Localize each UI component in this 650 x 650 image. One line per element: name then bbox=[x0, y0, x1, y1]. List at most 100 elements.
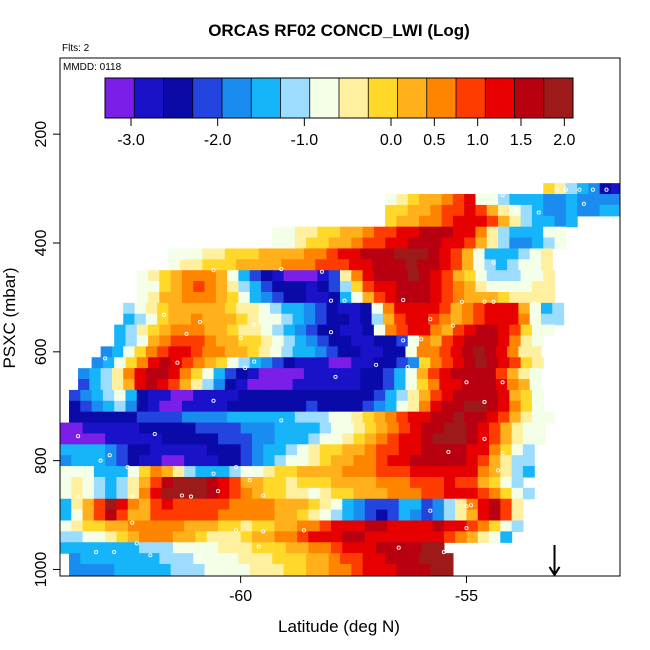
heatmap-cell bbox=[89, 379, 102, 391]
heatmap-cell bbox=[105, 520, 118, 532]
heatmap-cell bbox=[111, 368, 124, 380]
heatmap-cell bbox=[308, 520, 321, 532]
heatmap-cell bbox=[251, 498, 264, 511]
heatmap-cell bbox=[125, 564, 138, 576]
heatmap-cell bbox=[455, 466, 468, 478]
sample-marker bbox=[356, 298, 361, 303]
heatmap-cell bbox=[102, 357, 115, 369]
heatmap-cell bbox=[486, 281, 499, 293]
heatmap-cell bbox=[319, 520, 332, 532]
heatmap-cell bbox=[520, 194, 533, 206]
heatmap-cell bbox=[238, 281, 251, 293]
heatmap-cell bbox=[274, 498, 287, 511]
heatmap-cell bbox=[376, 422, 389, 435]
heatmap-cell bbox=[139, 466, 151, 478]
heatmap-cell bbox=[206, 531, 219, 543]
heatmap-cell bbox=[441, 389, 454, 402]
heatmap-cell bbox=[229, 498, 242, 511]
heatmap-cell bbox=[349, 302, 361, 315]
heatmap-cell bbox=[452, 194, 465, 206]
heatmap-cell bbox=[260, 291, 273, 304]
heatmap-cell bbox=[148, 564, 160, 576]
heatmap-cell bbox=[421, 531, 434, 543]
heatmap-cell bbox=[215, 357, 228, 369]
heatmap-cell bbox=[184, 487, 197, 500]
heatmap-cell bbox=[272, 291, 285, 304]
x-axis-label: Latitude (deg N) bbox=[278, 617, 400, 636]
heatmap-cell bbox=[511, 487, 524, 500]
colorbar-swatch bbox=[192, 78, 223, 118]
sample-marker bbox=[94, 310, 99, 315]
heatmap-cell bbox=[330, 542, 343, 554]
heatmap-cell bbox=[475, 204, 488, 217]
sample-marker bbox=[107, 453, 112, 458]
heatmap-cell bbox=[206, 487, 219, 500]
heatmap-cell bbox=[148, 291, 160, 304]
heatmap-cell bbox=[306, 226, 319, 239]
heatmap-cell bbox=[407, 204, 420, 217]
heatmap-cell bbox=[410, 487, 422, 500]
heatmap-cell bbox=[529, 313, 542, 326]
heatmap-cell bbox=[71, 520, 84, 532]
heatmap-cell bbox=[263, 542, 276, 554]
heatmap-cell bbox=[260, 389, 273, 402]
heatmap-cell bbox=[236, 368, 249, 380]
heatmap-cell bbox=[428, 313, 440, 326]
sample-marker bbox=[374, 362, 379, 367]
heatmap-cell bbox=[181, 400, 194, 413]
heatmap-cell bbox=[229, 487, 242, 500]
heatmap-cell bbox=[285, 444, 298, 456]
heatmap-cell bbox=[168, 248, 181, 260]
heatmap-cell bbox=[82, 466, 95, 478]
sample-marker bbox=[197, 319, 203, 324]
sample-marker bbox=[179, 493, 184, 498]
heatmap-cell bbox=[364, 466, 377, 478]
heatmap-cell bbox=[294, 291, 307, 304]
heatmap-cell bbox=[236, 313, 249, 326]
heatmap-cell bbox=[292, 346, 305, 358]
heatmap-cell bbox=[520, 324, 533, 337]
heatmap-cell bbox=[136, 411, 149, 424]
heatmap-cell bbox=[337, 379, 350, 391]
heatmap-cell bbox=[172, 455, 185, 467]
heatmap-cell bbox=[455, 520, 468, 532]
heatmap-cell bbox=[455, 433, 468, 445]
heatmap-cell bbox=[181, 324, 194, 337]
heatmap-cell bbox=[249, 281, 262, 293]
heatmap-cell bbox=[507, 248, 519, 260]
heatmap-cell bbox=[340, 411, 352, 424]
heatmap-cell bbox=[486, 324, 499, 337]
sample-marker bbox=[130, 520, 135, 525]
heatmap-cell bbox=[93, 422, 106, 435]
heatmap-cell bbox=[486, 270, 499, 282]
heatmap-cell bbox=[213, 313, 226, 326]
heatmap-cell bbox=[306, 335, 319, 347]
heatmap-cell bbox=[170, 357, 183, 369]
heatmap-cell bbox=[60, 498, 72, 511]
heatmap-cell bbox=[82, 433, 95, 445]
heatmap-cell bbox=[114, 411, 127, 424]
heatmap-cell bbox=[204, 553, 217, 565]
sample-marker bbox=[500, 450, 505, 456]
heatmap-cell bbox=[80, 564, 93, 576]
heatmap-cell bbox=[443, 498, 456, 511]
heatmap-cell bbox=[407, 389, 420, 402]
heatmap-cell bbox=[125, 335, 138, 347]
heatmap-cell bbox=[385, 270, 398, 282]
heatmap-cell bbox=[455, 444, 468, 456]
heatmap-cell bbox=[351, 411, 364, 424]
heatmap-cell bbox=[398, 520, 411, 532]
heatmap-cell bbox=[407, 226, 420, 239]
heatmap-cell bbox=[308, 444, 321, 456]
heatmap-cell bbox=[292, 248, 305, 260]
heatmap-cell bbox=[509, 335, 522, 347]
heatmap-cell bbox=[452, 237, 465, 250]
heatmap-cell bbox=[507, 313, 519, 326]
heatmap-cell bbox=[274, 476, 287, 489]
heatmap-cell bbox=[419, 389, 431, 402]
heatmap-cell bbox=[342, 444, 355, 456]
heatmap-cell bbox=[439, 302, 452, 315]
heatmap-cell bbox=[461, 302, 474, 315]
heatmap-cell bbox=[218, 509, 230, 522]
heatmap-cell bbox=[272, 564, 285, 576]
